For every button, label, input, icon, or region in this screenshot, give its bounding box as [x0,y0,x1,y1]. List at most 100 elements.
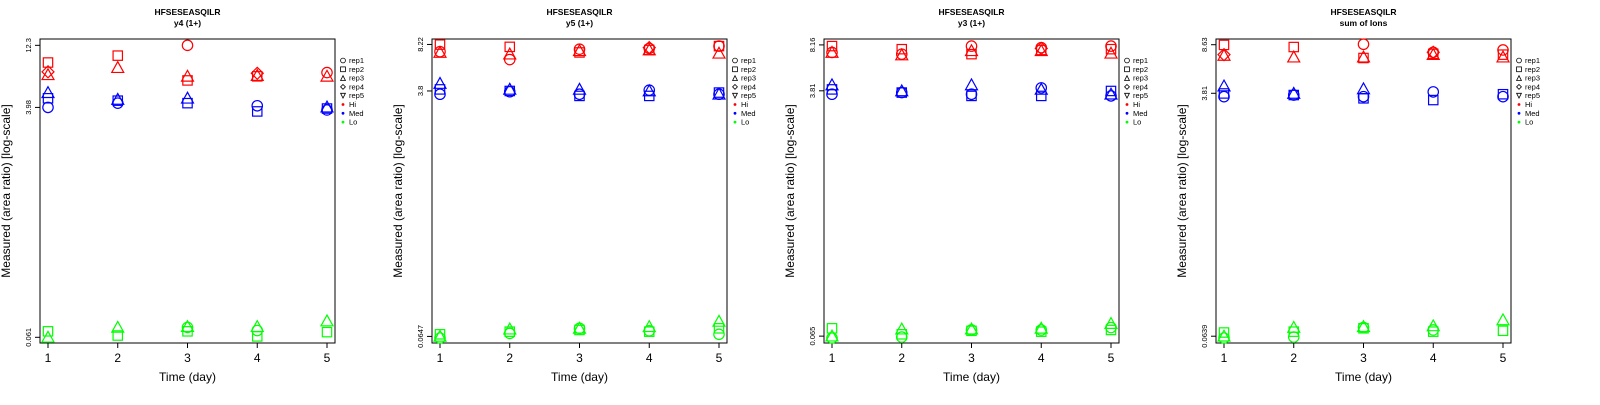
data-point-med-rep3 [1104,87,1118,100]
data-point-med-rep3 [1286,86,1301,99]
data-point-lo-rep2 [826,323,838,334]
plot-frame [1215,38,1512,344]
data-point-hi-rep3 [110,60,125,74]
legend-item: Med [341,109,364,118]
x-axis-label: Time (day) [1335,370,1392,384]
legend-item: rep4 [1124,82,1148,91]
data-point-hi-rep4 [1217,47,1231,62]
legend-marker [1515,92,1523,99]
data-point-lo-rep3 [320,313,334,327]
data-point-hi-rep1 [1357,38,1370,51]
y-tick-label: 3.8 [416,86,425,96]
x-tick-label: 3 [968,351,975,365]
data-point-lo-rep3 [250,319,265,333]
data-point-hi-rep3 [712,46,726,59]
data-point-lo-rep3 [712,314,726,327]
y-tick-label: 0.065 [808,327,817,346]
data-point-hi-rep1 [181,39,194,52]
legend-marker [340,57,346,64]
legend-item: rep4 [732,82,756,91]
data-point-hi-rep3 [502,46,517,60]
data-point-hi-rep3 [1217,48,1231,61]
x-tick-label: 4 [254,351,261,365]
data-point-med-rep3 [502,82,517,95]
x-axis-label: Time (day) [159,370,216,384]
legend-label: rep1 [1133,56,1148,65]
data-point-lo-rep3 [502,321,517,335]
data-point-hi-rep2 [896,43,908,55]
data-point-med-rep2 [1497,88,1509,100]
legend-label: Hi [1133,100,1140,109]
legend-label: rep1 [741,56,756,65]
legend-label: Lo [741,118,749,127]
legend-marker [732,66,738,73]
x-tick-label: 1 [829,351,836,365]
legend-marker [340,83,346,90]
legend-label: rep4 [741,82,756,91]
legend-marker [340,66,346,73]
legend-item: rep5 [1515,91,1540,100]
chart-subtitle: y3 (1+) [958,18,985,28]
data-point-med-rep2 [1105,85,1117,97]
y-tick-label: 3.81 [1200,86,1209,101]
legend-label: Hi [741,100,748,109]
legend-marker [732,83,738,90]
legend-item: Lo [733,118,749,127]
data-point-lo-rep3 [110,320,125,333]
legend-label: Med [1525,109,1540,118]
legend-marker [1124,83,1130,90]
data-point-hi-rep2 [504,41,516,53]
legend-item: rep1 [1516,56,1540,65]
y-tick-label: 0.0647 [416,325,425,348]
legend-marker [1125,111,1129,115]
data-point-lo-rep3 [894,321,909,335]
data-point-hi-rep3 [1286,49,1301,63]
legend-marker [341,111,345,115]
data-point-hi-rep2 [1105,43,1117,55]
legend-item: rep4 [1516,82,1540,91]
data-point-hi-rep4 [642,40,657,55]
data-point-lo-rep2 [1427,326,1439,337]
legend-marker [733,103,737,106]
data-point-hi-rep3 [180,69,195,82]
data-point-med-rep2 [966,90,977,102]
data-point-hi-rep2 [112,50,124,61]
legend-marker [1124,57,1130,64]
y-tick-label: 0.0639 [1200,325,1209,348]
data-point-hi-rep3 [1104,46,1118,59]
legend-marker [341,103,345,106]
data-point-lo-rep2 [1497,325,1509,337]
data-point-lo-rep1 [826,332,838,344]
legend-item: rep2 [1124,65,1148,74]
legend-marker [1125,120,1129,124]
data-point-lo-rep2 [251,331,263,342]
legend-label: rep5 [741,91,756,100]
data-point-lo-rep3 [41,330,55,343]
x-tick-label: 3 [184,351,191,365]
chart-title: HFSESEASQILR [938,7,1004,17]
x-tick-label: 1 [1221,351,1228,365]
data-point-med-rep2 [1218,88,1230,99]
data-point-med-rep1 [965,88,978,101]
data-point-med-rep3 [894,83,909,97]
legend-item: rep5 [731,91,756,100]
legend-label: rep2 [1525,65,1540,74]
x-tick-label: 2 [1290,351,1297,365]
x-axis-label: Time (day) [551,370,608,384]
data-point-lo-rep3 [180,319,195,333]
data-point-hi-rep4 [41,64,55,79]
data-point-hi-rep4 [1426,45,1441,60]
legend-marker [1516,83,1522,90]
data-point-med-rep3 [433,76,447,89]
legend-marker [1124,66,1130,73]
data-point-hi-rep1 [965,40,978,52]
data-point-hi-rep2 [826,40,838,52]
data-point-med-rep3 [1356,81,1371,95]
data-point-lo-rep2 [112,330,124,341]
x-tick-label: 3 [576,351,583,365]
legend-label: rep1 [1525,56,1540,65]
legend-item: rep1 [340,56,364,65]
legend-item: rep4 [340,82,364,91]
